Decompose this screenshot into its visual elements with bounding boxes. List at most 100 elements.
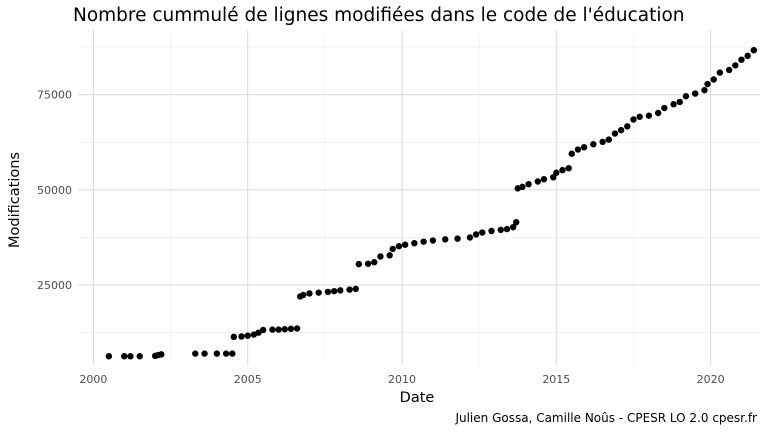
data-point [136,353,143,360]
data-point [371,259,378,266]
data-point [568,150,575,157]
chart-caption: Julien Gossa, Camille Noûs - CPESR LO 2.… [454,411,757,425]
data-point [127,353,134,360]
data-point [472,231,480,238]
data-point [744,52,751,60]
data-point [255,329,262,336]
data-point [565,164,572,172]
data-point [654,109,662,117]
data-point [509,223,517,231]
data-point [725,66,733,74]
data-point [611,130,619,137]
data-point [559,166,566,174]
x-tick-label: 2015 [542,373,570,386]
data-point [599,138,606,146]
x-axis-ticks: 2000 2005 2010 2015 2020 [79,373,724,386]
data-point [352,285,359,293]
data-point [158,351,165,358]
y-tick-label: 25000 [37,279,72,292]
data-point [750,46,758,54]
data-point [645,112,653,119]
data-point [605,136,612,143]
data-point [624,123,631,130]
data-points [105,46,758,360]
data-point [364,260,372,267]
data-point [213,350,221,357]
data-point [488,227,495,235]
data-point [540,176,548,183]
data-point [738,56,745,63]
data-point [691,90,699,97]
data-point [201,350,208,357]
data-point [395,243,403,250]
data-point [479,229,486,236]
data-point [222,350,230,357]
data-point [105,353,113,360]
data-point [519,183,526,191]
data-point [580,144,588,151]
data-point [324,288,332,296]
data-point [281,326,288,333]
data-point [661,104,668,112]
data-point [337,287,344,294]
data-point [590,141,597,148]
x-tick-label: 2000 [79,373,107,386]
x-tick-label: 2010 [388,373,416,386]
data-point [636,113,643,120]
data-point [230,333,238,341]
y-axis-title: Modifications [7,152,23,248]
data-point [682,93,690,100]
data-point [670,101,677,108]
data-point [192,350,199,357]
chart-title: Nombre cummulé de lignes modifiées dans … [73,5,685,26]
x-tick-label: 2020 [697,373,725,386]
data-point [306,290,313,297]
y-tick-label: 75000 [37,89,72,102]
data-point [553,169,560,176]
data-point [121,353,128,360]
y-axis-ticks: 25000 50000 75000 [37,89,72,292]
data-point [617,126,625,134]
data-point [420,238,427,245]
data-point [701,86,708,94]
data-point [513,219,520,226]
x-tick-label: 2005 [234,373,262,386]
data-point [300,291,307,299]
data-point [287,325,295,333]
data-point [525,180,532,188]
data-point [355,260,363,268]
data-point [710,76,717,83]
data-point [704,80,711,88]
data-point [293,325,301,332]
data-point [238,333,245,340]
data-point [466,234,474,241]
data-point [389,245,396,253]
data-point [386,252,393,259]
grid [78,30,760,365]
data-point [442,236,449,243]
data-point [377,253,384,260]
data-point [259,326,267,334]
data-point [401,241,409,248]
data-point [732,62,739,69]
data-point [497,226,504,234]
x-axis-title: Date [400,390,435,406]
data-point [411,239,418,247]
data-point [454,235,461,242]
data-point [503,225,511,233]
data-point [275,326,282,333]
data-point [716,69,724,76]
data-point [269,326,276,333]
data-point [534,178,542,185]
y-tick-label: 50000 [37,184,72,197]
data-point [315,289,322,296]
data-point [550,174,557,181]
data-point [229,350,236,357]
data-point [429,237,437,244]
data-point [346,286,353,293]
data-point [630,116,637,123]
data-point [676,98,683,106]
data-point [330,287,338,295]
data-point [244,332,251,339]
